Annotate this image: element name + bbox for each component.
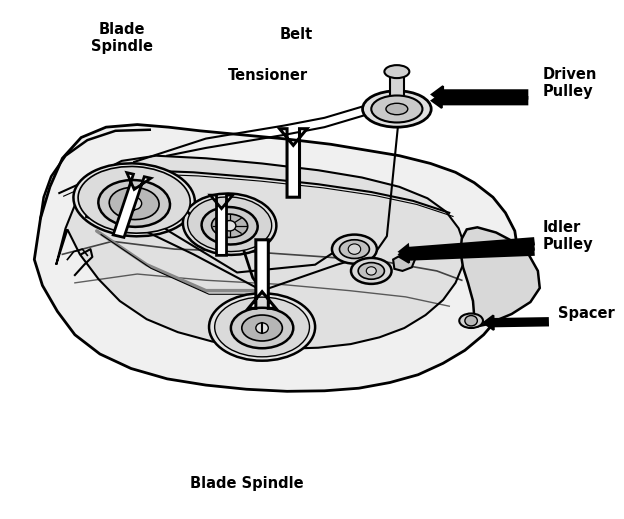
Circle shape [366,267,376,275]
Polygon shape [399,243,534,260]
Polygon shape [248,240,276,308]
Circle shape [256,323,268,333]
Ellipse shape [209,293,315,361]
Ellipse shape [363,91,431,127]
Ellipse shape [459,313,483,328]
Polygon shape [390,75,404,101]
Ellipse shape [351,258,391,284]
Text: Tensioner: Tensioner [228,68,308,83]
Ellipse shape [241,315,282,341]
Ellipse shape [202,207,258,244]
Text: Driven
Pulley: Driven Pulley [543,67,597,99]
Polygon shape [280,129,307,197]
Ellipse shape [212,214,248,238]
Polygon shape [34,125,518,391]
Polygon shape [210,195,233,255]
Circle shape [127,197,142,210]
Ellipse shape [74,163,195,236]
Text: Belt: Belt [280,26,313,42]
Ellipse shape [386,103,408,115]
Polygon shape [399,249,534,263]
Circle shape [223,221,236,231]
Ellipse shape [78,167,190,233]
Ellipse shape [339,240,369,258]
Text: Spacer: Spacer [558,307,615,321]
Ellipse shape [109,187,159,220]
Ellipse shape [188,197,271,252]
Text: Idler
Pulley: Idler Pulley [543,220,593,252]
Ellipse shape [358,263,384,279]
Polygon shape [461,227,540,327]
Circle shape [348,244,361,254]
Circle shape [465,316,477,326]
Polygon shape [393,253,415,271]
Polygon shape [484,316,548,330]
Polygon shape [432,86,527,103]
Ellipse shape [332,235,377,264]
Polygon shape [113,173,151,237]
Ellipse shape [183,194,276,255]
Polygon shape [399,238,534,257]
Polygon shape [86,201,107,219]
Ellipse shape [99,180,170,227]
Polygon shape [56,156,465,349]
Ellipse shape [215,297,310,357]
Text: Blade Spindle: Blade Spindle [190,476,303,491]
Ellipse shape [231,308,293,348]
Ellipse shape [384,65,409,78]
Polygon shape [432,93,527,108]
Ellipse shape [371,95,422,122]
Text: Blade
Spindle: Blade Spindle [90,22,153,54]
